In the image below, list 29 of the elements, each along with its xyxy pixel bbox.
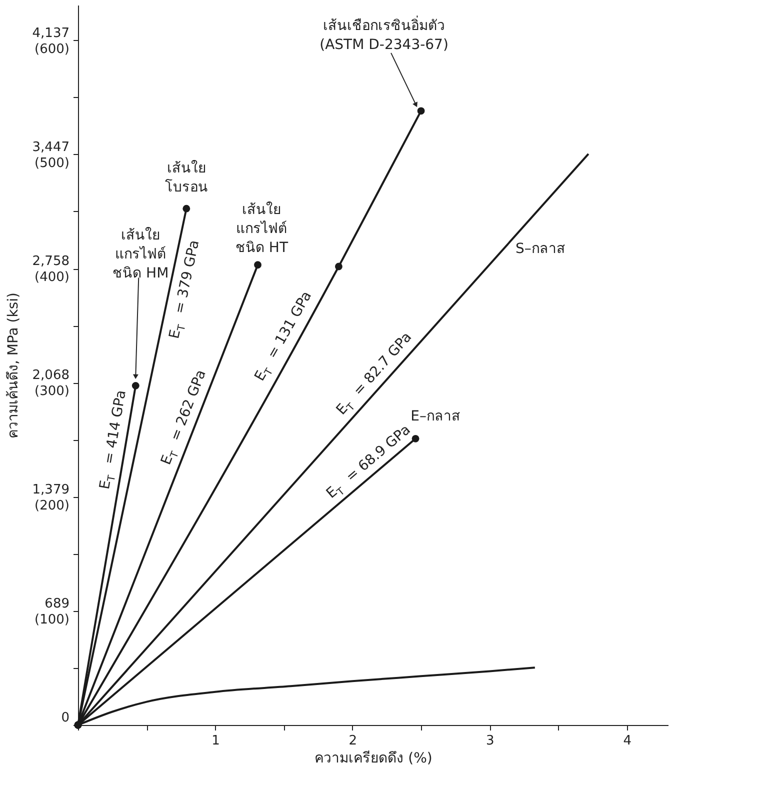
annotation: ET = 131 GPa: [252, 288, 316, 384]
x-tick-label: 1: [212, 734, 220, 748]
y-tick-label: 2,758: [32, 254, 70, 270]
y2-tick-label: (200): [34, 498, 70, 514]
annotation: ET = 262 GPa: [158, 368, 210, 468]
y-tick-label: 689: [44, 596, 70, 612]
series-label: E–กลาส: [410, 408, 460, 425]
x-tick-label: 4: [623, 734, 632, 748]
x-tick-label: 3: [486, 734, 494, 748]
y2-tick-label: (600): [34, 42, 70, 57]
y2-tick-label: (100): [34, 612, 70, 628]
series-label: S–กลาส: [515, 240, 566, 257]
y2-tick-label: (300): [34, 384, 70, 400]
annotation: เส้นเชือกเรซินอิ่มตัว (ASTM D-2343-67): [320, 16, 448, 53]
y2-tick-label: (400): [34, 270, 70, 286]
y-tick-label: 1,379: [32, 482, 70, 498]
x-axis-title: ความเครียดดึง (%): [314, 750, 432, 766]
y-tick-label: 4,137: [32, 26, 70, 41]
text: เส้นใย แกรไฟต์ ชนิด HM: [112, 226, 169, 282]
series-label: เส้นใย แกรไฟต์ ชนิด HT: [235, 200, 288, 256]
annotation: ET = 379 GPa: [166, 238, 203, 340]
x-tick-label: 2: [348, 734, 358, 748]
y-axis-title: ความเค้นดึง, MPa (ksi): [5, 292, 22, 439]
y2-tick-label: (500): [34, 156, 70, 171]
annotation: ET = 414 GPa: [96, 389, 130, 491]
y-tick-label: 0: [61, 710, 70, 726]
y-tick-label: 3,447: [32, 140, 70, 155]
series-label: เส้นใย โบรอน: [164, 160, 208, 196]
y-tick-label: 2,068: [32, 368, 70, 384]
